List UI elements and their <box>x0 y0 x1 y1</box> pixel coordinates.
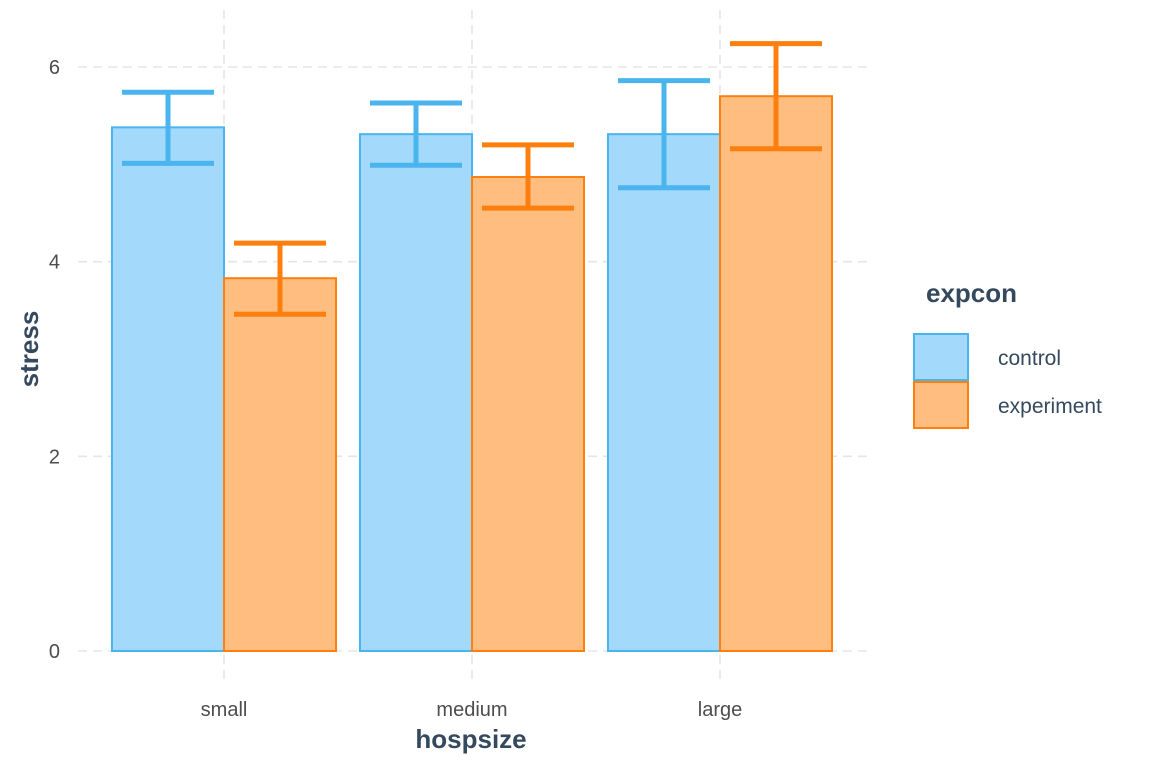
error-bar <box>122 89 214 166</box>
legend: expcon control experiment <box>913 278 1102 429</box>
legend-label-control: control <box>998 347 1061 370</box>
y-tick-label: 2 <box>49 446 60 468</box>
y-tick-label: 0 <box>49 641 60 663</box>
x-tick-label: medium <box>436 699 507 721</box>
error-bar <box>370 100 462 168</box>
legend-key-control <box>913 333 969 381</box>
bar <box>719 95 833 652</box>
x-tick-label: small <box>201 699 248 721</box>
y-tick-label: 6 <box>49 57 60 79</box>
bar <box>471 175 585 652</box>
bar-layer <box>111 95 833 653</box>
x-axis-title: hospsize <box>415 724 526 754</box>
error-bar-layer <box>122 41 822 317</box>
error-bar <box>482 142 574 211</box>
x-tick-label: large <box>698 699 742 721</box>
bar <box>607 133 721 653</box>
bar <box>359 133 473 653</box>
error-bar <box>730 41 822 152</box>
bar <box>223 277 337 652</box>
legend-items: control experiment <box>913 333 1102 429</box>
y-axis-title: stress <box>14 311 44 388</box>
bar <box>111 126 225 652</box>
error-bar <box>618 78 710 191</box>
legend-key-experiment <box>913 381 969 429</box>
tick-label-layer: 0 2 4 6 small medium large <box>49 57 742 721</box>
legend-label-experiment: experiment <box>998 395 1102 418</box>
y-tick-label: 4 <box>49 252 60 274</box>
legend-title: expcon <box>926 278 1017 308</box>
error-bar <box>234 240 326 317</box>
